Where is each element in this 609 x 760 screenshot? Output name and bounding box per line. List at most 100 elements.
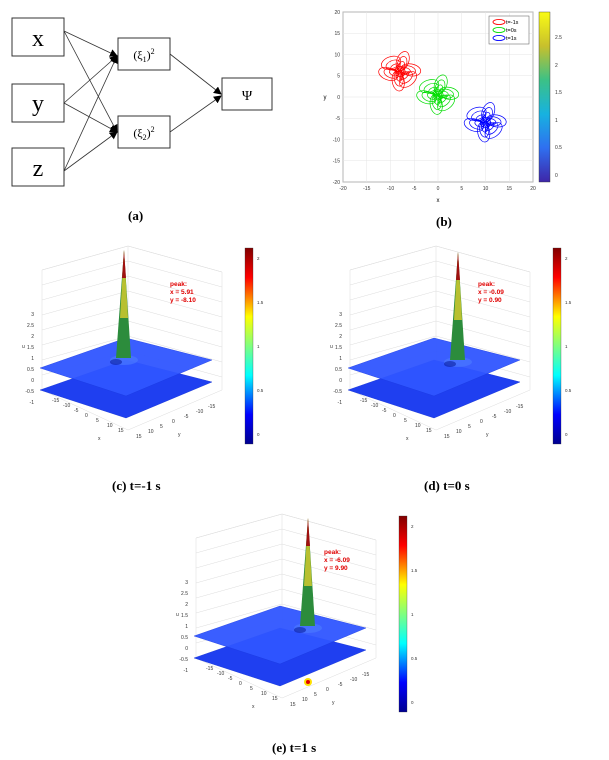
caption-e: (e) t=1 s: [272, 740, 317, 755]
colorbar-tick-label: 0: [257, 432, 260, 437]
caption-c: (c) t=-1 s: [112, 478, 161, 493]
box-grid-left: [349, 290, 437, 316]
box-grid-left: [349, 260, 437, 286]
z-tick-label: 0: [31, 378, 34, 384]
y-tick-label: 0: [480, 419, 483, 425]
x-tick-label: 5: [250, 686, 253, 692]
z-tick-label: 2.5: [27, 323, 34, 329]
y-tick-label: 0: [326, 687, 329, 693]
colorbar-tick-label: 1: [565, 344, 568, 349]
box-grid-left: [41, 335, 129, 361]
y-tick-label: 5: [468, 424, 471, 430]
contour-series-2: [463, 102, 507, 143]
box-grid-left: [349, 335, 437, 361]
contour-line: [399, 71, 409, 80]
colorbar-tick-label: 1.5: [257, 300, 264, 305]
contour-line: [435, 84, 443, 95]
input-label-y: y: [32, 91, 44, 117]
contour-line: [484, 122, 503, 139]
hidden-label-1: (ξ1)2: [133, 47, 154, 64]
z-tick-label: -0.5: [25, 389, 34, 395]
colorbar-tick-label: 0: [411, 700, 414, 705]
input-label-z: z: [33, 156, 44, 182]
box-grid-right: [127, 305, 223, 333]
x-axis-label: x: [98, 436, 101, 442]
lower-peak-core: [306, 680, 310, 684]
upper-surface: [347, 337, 521, 397]
z-ticks: 3 2.5 2 1.5 1 0.5 0 -0.5 -1: [25, 312, 34, 406]
box-grid-left: [195, 588, 283, 614]
contour-core: [432, 89, 444, 101]
y-tick-label: -5: [338, 682, 343, 688]
y-axis-label: y: [486, 432, 489, 438]
y-axis-label: y: [178, 432, 181, 438]
svg-text:1: 1: [555, 118, 558, 124]
z-ticks: 3 2.5 2 1.5 1 0.5 0 -0.5 -1: [333, 312, 342, 406]
colorbar-tick-label: 0.5: [565, 388, 572, 393]
z-tick-label: -0.5: [333, 389, 342, 395]
box-grid-right: [281, 543, 377, 571]
contour-series-1: [416, 74, 460, 115]
y-tick-label: 20: [334, 10, 340, 16]
x-tick-label: -15: [360, 398, 367, 404]
z-tick-label: 0: [339, 378, 342, 384]
contour-core: [435, 92, 441, 98]
hidden-label-2: (ξ2)2: [133, 125, 154, 142]
box-grid-left: [349, 305, 437, 331]
x-tick-label: -20: [339, 186, 346, 192]
colorbar-tick-label: 1.5: [411, 568, 418, 573]
y-tick-label: -10: [333, 137, 340, 143]
colorbar-tick-label: 0.5: [257, 388, 264, 393]
svg-text:2.5: 2.5: [555, 35, 562, 41]
box-grid-right: [127, 275, 223, 303]
colorbar: [244, 247, 254, 445]
contour-line: [399, 71, 418, 88]
y-tick-label: -15: [208, 404, 215, 410]
output-label: Ψ: [242, 89, 253, 104]
svg-text:2: 2: [555, 63, 558, 69]
contour-core: [480, 117, 491, 128]
peak-spike-mid: [304, 518, 312, 586]
box-grid-right: [281, 603, 377, 631]
x-tick-label: 15: [272, 696, 278, 702]
y-tick-label: 15: [334, 31, 340, 37]
legend-marker-red: [492, 18, 506, 26]
y-tick-label: -15: [362, 672, 369, 678]
x-tick-label: 5: [460, 186, 463, 192]
y-tick-label: 5: [314, 692, 317, 698]
peak-annotation-peak-label: peak:: [324, 549, 341, 556]
box-grid-left: [195, 543, 283, 569]
x-tick-label: 0: [437, 186, 440, 192]
peak-annotation-peak-y: y = -8.10: [170, 297, 196, 304]
peak-annotation-peak-label: peak:: [478, 281, 495, 288]
contour-line: [466, 106, 487, 121]
contour-line: [381, 55, 401, 70]
z-tick-label: 0.5: [335, 367, 342, 373]
box-grid-right: [435, 290, 531, 318]
y-tick-label: 5: [337, 74, 340, 80]
z-tick-label: -0.5: [179, 657, 188, 663]
y-tick-label: -20: [333, 180, 340, 186]
input-node-x: [11, 17, 65, 57]
x-tick-label: 10: [483, 186, 489, 192]
z-tick-label: 3: [185, 580, 188, 586]
contour-line: [483, 112, 491, 123]
z-tick-label: 1: [339, 356, 342, 362]
peak-spike-mid: [454, 252, 462, 320]
x-tick-label: 15: [506, 186, 512, 192]
z-axis-label: u: [330, 344, 333, 350]
contour-core: [397, 69, 403, 74]
colorbar-tick-label: 1.5: [565, 300, 572, 305]
box-grid-right: [127, 335, 223, 363]
panel-e-surface-plot: 32.521.510.50-0.5-1u-15-10-5051015x-15-1…: [176, 513, 418, 713]
box-grid-right: [435, 245, 531, 273]
box-grid-right: [435, 305, 531, 333]
contour-core: [483, 120, 488, 125]
x-tick-label: 0: [239, 681, 242, 687]
box-grid-right: [281, 513, 377, 541]
ripple-dark: [444, 361, 456, 367]
contour-core: [434, 90, 442, 99]
box-grid-left: [41, 320, 129, 346]
contour-core: [396, 67, 404, 76]
